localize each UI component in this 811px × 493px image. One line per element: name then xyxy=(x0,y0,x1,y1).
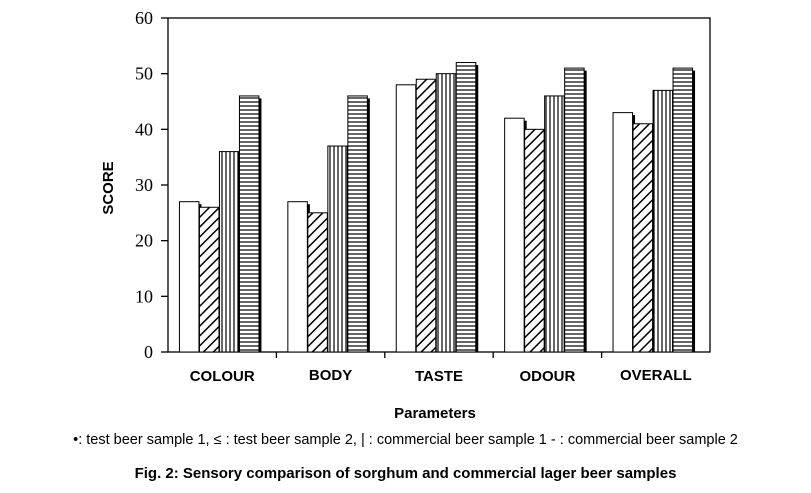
bar-odour-horizontal xyxy=(564,67,585,353)
bar-taste-blank xyxy=(395,84,417,353)
bar-overall-diagonal xyxy=(632,123,654,353)
bar-colour-diagonal xyxy=(198,206,220,353)
category-label: ODOUR xyxy=(519,368,575,385)
y-axis-title: SCORE xyxy=(100,161,117,214)
category-label: TASTE xyxy=(415,368,463,385)
category-label: BODY xyxy=(309,367,352,384)
y-tick-label: 30 xyxy=(135,175,153,195)
bar-taste-vertical xyxy=(435,73,457,353)
y-axis: 0 10 20 30 40 50 60 xyxy=(135,8,168,362)
figure-caption: Fig. 2: Sensory comparison of sorghum an… xyxy=(134,465,677,482)
x-axis-title: Parameters xyxy=(394,405,476,422)
sensory-bar-chart: 0 10 20 30 40 50 60 COLOUR BODY TASTE ODOUR OVERAL… xyxy=(100,8,711,422)
bar-colour-vertical xyxy=(218,151,240,353)
bar-odour-vertical xyxy=(544,95,565,353)
bar-odour-diagonal xyxy=(524,128,545,353)
y-tick-label: 10 xyxy=(135,286,153,306)
y-tick-label: 60 xyxy=(135,8,153,28)
bar-odour-blank xyxy=(504,117,525,353)
y-tick-label: 50 xyxy=(135,64,153,84)
y-tick-label: 40 xyxy=(135,119,153,139)
bar-body-blank xyxy=(287,201,308,353)
bar-taste-diagonal xyxy=(415,78,437,353)
bar-body-vertical xyxy=(327,145,348,353)
legend-note: •: test beer sample 1, ≤ : test beer sam… xyxy=(73,432,738,448)
bar-overall-blank xyxy=(612,112,634,353)
bar-body-diagonal xyxy=(307,212,328,353)
bar-overall-horizontal xyxy=(672,67,694,353)
category-label: COLOUR xyxy=(190,368,255,385)
x-axis-categories: COLOUR BODY TASTE ODOUR OVERALL xyxy=(190,367,692,385)
category-label: OVERALL xyxy=(620,367,692,384)
bar-overall-vertical xyxy=(652,89,674,353)
bar-colour-horizontal xyxy=(238,95,260,353)
bar-colour-blank xyxy=(178,201,200,353)
bars xyxy=(178,62,696,358)
y-tick-label: 0 xyxy=(144,342,153,362)
bar-body-horizontal xyxy=(347,95,368,353)
bar-taste-horizontal xyxy=(455,62,477,353)
y-tick-label: 20 xyxy=(135,231,153,251)
